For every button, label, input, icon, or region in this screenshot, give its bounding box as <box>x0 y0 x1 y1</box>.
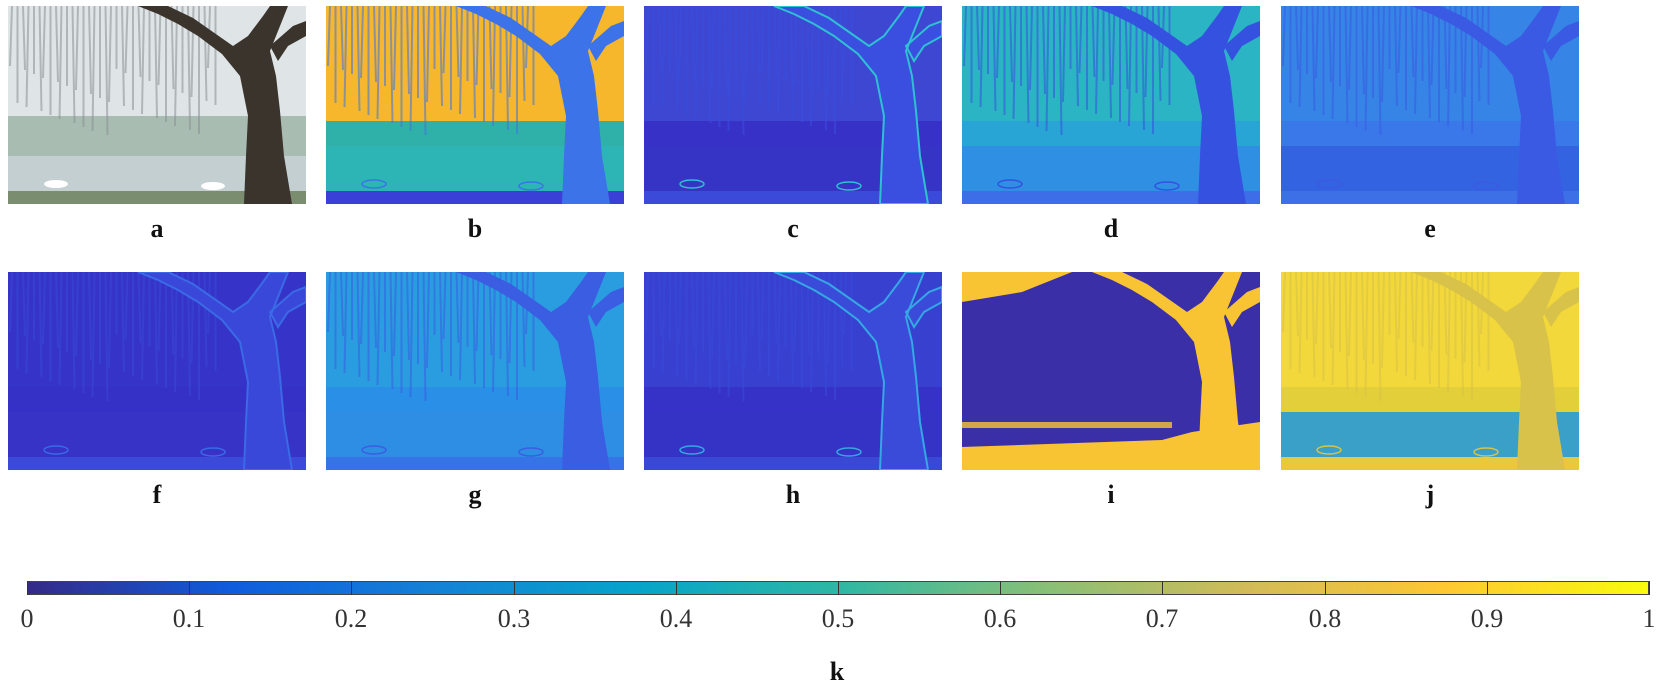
panel-image-b <box>326 6 624 204</box>
panel-image-c <box>644 6 942 204</box>
colorbar-tick-mark <box>27 581 28 595</box>
colorbar-tick-label: 0.4 <box>659 604 693 633</box>
panel-graphic-h <box>644 272 942 470</box>
panel-label-d: d <box>1103 214 1119 243</box>
panel-image-i <box>962 272 1260 470</box>
panel-graphic-b <box>326 6 624 204</box>
panel-label-f: f <box>152 480 162 509</box>
colorbar-tick-mark <box>1487 581 1488 595</box>
panel-graphic-f <box>8 272 306 470</box>
colorbar-tick-label: 0.3 <box>497 604 531 633</box>
colorbar-tick-mark <box>514 581 515 595</box>
colorbar-tick-label: 0.6 <box>983 604 1017 633</box>
colorbar-tick-mark <box>1000 581 1001 595</box>
panel-label-b: b <box>467 214 483 243</box>
panel-image-h <box>644 272 942 470</box>
panel-image-j <box>1281 272 1579 470</box>
colorbar-tick-mark <box>1325 581 1326 595</box>
panel-label-h: h <box>785 480 801 509</box>
panel-label-c: c <box>787 214 799 243</box>
colorbar-tick-mark <box>1649 581 1650 595</box>
colorbar-tick-label: 0 <box>20 604 34 633</box>
panel-image-g <box>326 272 624 470</box>
panel-graphic-i <box>962 272 1260 470</box>
colorbar-tick-mark <box>1162 581 1163 595</box>
panel-graphic-g <box>326 272 624 470</box>
panel-label-i: i <box>1107 480 1115 509</box>
colorbar-tick-label: 0.1 <box>172 604 206 633</box>
panel-image-d <box>962 6 1260 204</box>
panel-graphic-d <box>962 6 1260 204</box>
panel-graphic-j <box>1281 272 1579 470</box>
panel-graphic-e <box>1281 6 1579 204</box>
panel-image-e <box>1281 6 1579 204</box>
panel-label-e: e <box>1424 214 1436 243</box>
colorbar-tick-label: 0.8 <box>1308 604 1342 633</box>
colorbar-tick-mark <box>838 581 839 595</box>
colorbar-tick-mark <box>351 581 352 595</box>
colorbar-tick-label: 0.2 <box>334 604 368 633</box>
colorbar-tick-mark <box>189 581 190 595</box>
colorbar-label: k <box>829 657 845 686</box>
colorbar-tick-label: 0.7 <box>1145 604 1179 633</box>
colorbar-tick-label: 0.5 <box>821 604 855 633</box>
panel-graphic-c <box>644 6 942 204</box>
colorbar-tick-mark <box>676 581 677 595</box>
colorbar-tick-label: 1 <box>1642 604 1656 633</box>
colorbar-tick-label: 0.9 <box>1470 604 1504 633</box>
panel-label-j: j <box>1425 480 1435 509</box>
panel-label-a: a <box>150 214 164 243</box>
panel-image-f <box>8 272 306 470</box>
panel-graphic-a <box>8 6 306 204</box>
panel-image-a <box>8 6 306 204</box>
panel-label-g: g <box>468 480 482 509</box>
